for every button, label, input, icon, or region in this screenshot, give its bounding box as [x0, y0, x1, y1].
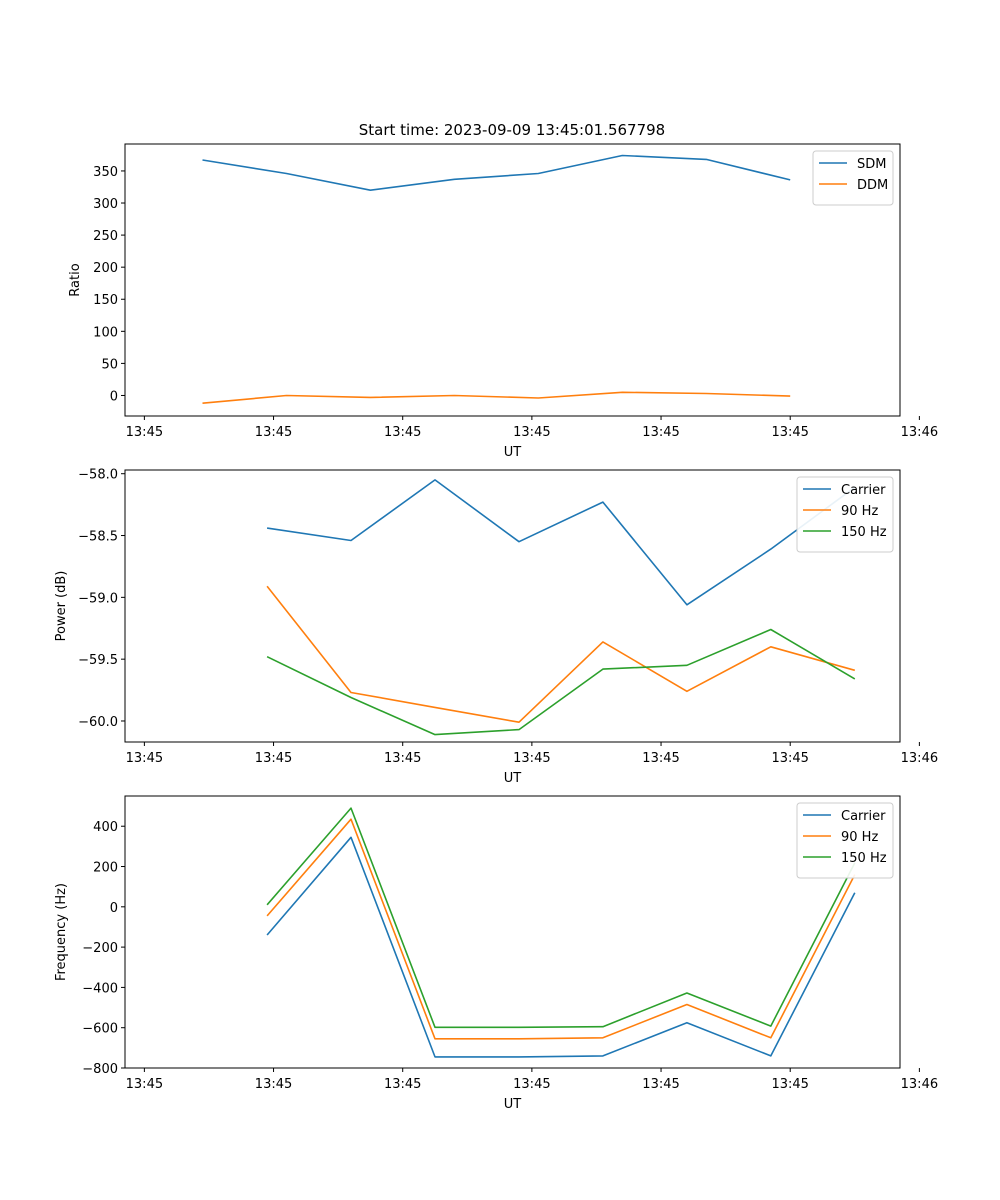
- y-tick-label: −58.5: [78, 530, 118, 545]
- legend-label: 90 Hz: [841, 830, 878, 845]
- legend-label: 150 Hz: [841, 525, 887, 540]
- y-tick-label: 100: [93, 325, 118, 340]
- y-tick-label: 50: [101, 357, 118, 372]
- x-tick-label: 13:45: [642, 751, 679, 766]
- series-line-90-hz: [266, 585, 856, 724]
- y-tick-label: −58.0: [78, 468, 118, 483]
- y-tick-label: −600: [82, 1022, 118, 1037]
- series-line-150-hz: [266, 807, 856, 1029]
- y-tick-label: 200: [93, 861, 118, 876]
- x-tick-label: 13:45: [384, 425, 421, 440]
- y-axis-label: Power (dB): [54, 571, 69, 642]
- chart-panel-1: 13:45 13:45 13:45 13:45 13:45 13:45 13:46 0 50 10…: [68, 143, 938, 460]
- y-tick-label: −400: [82, 981, 118, 996]
- y-tick-label: 0: [110, 389, 118, 404]
- x-tick-label: 13:45: [255, 751, 292, 766]
- y-tick-label: 0: [110, 901, 118, 916]
- y-axis-label: Ratio: [68, 263, 83, 296]
- axes-frame: [124, 795, 901, 1069]
- y-tick-label: 300: [93, 197, 118, 212]
- series-line-sdm: [202, 154, 791, 191]
- series-line-90-hz: [266, 818, 856, 1040]
- x-axis-label: UT: [504, 771, 522, 786]
- x-axis-label: UT: [504, 445, 522, 460]
- x-axis-label: UT: [504, 1097, 522, 1112]
- legend: SDM DDM: [812, 150, 894, 206]
- series-line-carrier: [266, 836, 856, 1058]
- y-tick-label: −800: [82, 1062, 118, 1077]
- x-tick-label: 13:45: [384, 751, 421, 766]
- legend: Carrier 90 Hz 150 Hz: [796, 802, 894, 879]
- legend-label: 90 Hz: [841, 504, 878, 519]
- legend-box: [812, 150, 894, 206]
- legend-label: Carrier: [841, 809, 886, 824]
- y-axis-label: Frequency (Hz): [54, 883, 69, 981]
- legend-label: SDM: [857, 157, 886, 172]
- chart-panel-3: 13:45 13:45 13:45 13:45 13:45 13:45 13:46 −800 −…: [54, 795, 938, 1112]
- legend-label: Carrier: [841, 483, 886, 498]
- legend-box: [796, 802, 894, 879]
- legend: Carrier 90 Hz 150 Hz: [796, 476, 894, 553]
- y-tick-label: 400: [93, 820, 118, 835]
- x-tick-label: 13:45: [255, 1077, 292, 1092]
- x-tick-label: 13:45: [771, 425, 808, 440]
- x-tick-label: 13:45: [513, 751, 550, 766]
- x-tick-label: 13:45: [771, 751, 808, 766]
- y-tick-label: 150: [93, 293, 118, 308]
- series-line-carrier: [266, 479, 856, 606]
- x-tick-label: 13:45: [642, 1077, 679, 1092]
- x-tick-label: 13:46: [901, 425, 938, 440]
- chart-panel-2: 13:45 13:45 13:45 13:45 13:45 13:45 13:46 −60.0…: [54, 468, 938, 786]
- legend-box: [796, 476, 894, 553]
- y-tick-label: 250: [93, 229, 118, 244]
- legend-label: DDM: [857, 178, 888, 193]
- x-tick-label: 13:45: [126, 1077, 163, 1092]
- x-tick-label: 13:45: [384, 1077, 421, 1092]
- series-line-150-hz: [266, 628, 856, 736]
- x-tick-label: 13:45: [513, 425, 550, 440]
- figure-title: Start time: 2023-09-09 13:45:01.567798: [359, 121, 665, 139]
- y-tick-label: 200: [93, 261, 118, 276]
- legend-label: 150 Hz: [841, 851, 887, 866]
- y-tick-label: −59.0: [78, 591, 118, 606]
- x-tick-label: 13:46: [901, 751, 938, 766]
- y-tick-label: −200: [82, 941, 118, 956]
- x-tick-label: 13:46: [901, 1077, 938, 1092]
- x-tick-label: 13:45: [642, 425, 679, 440]
- series-line-ddm: [202, 391, 791, 404]
- x-tick-label: 13:45: [513, 1077, 550, 1092]
- y-tick-label: −60.0: [78, 715, 118, 730]
- y-tick-label: 350: [93, 165, 118, 180]
- x-tick-label: 13:45: [255, 425, 292, 440]
- x-tick-label: 13:45: [771, 1077, 808, 1092]
- axes-frame: [124, 469, 901, 743]
- axes-frame: [124, 143, 901, 417]
- x-tick-label: 13:45: [126, 425, 163, 440]
- y-tick-label: −59.5: [78, 653, 118, 668]
- x-tick-label: 13:45: [126, 751, 163, 766]
